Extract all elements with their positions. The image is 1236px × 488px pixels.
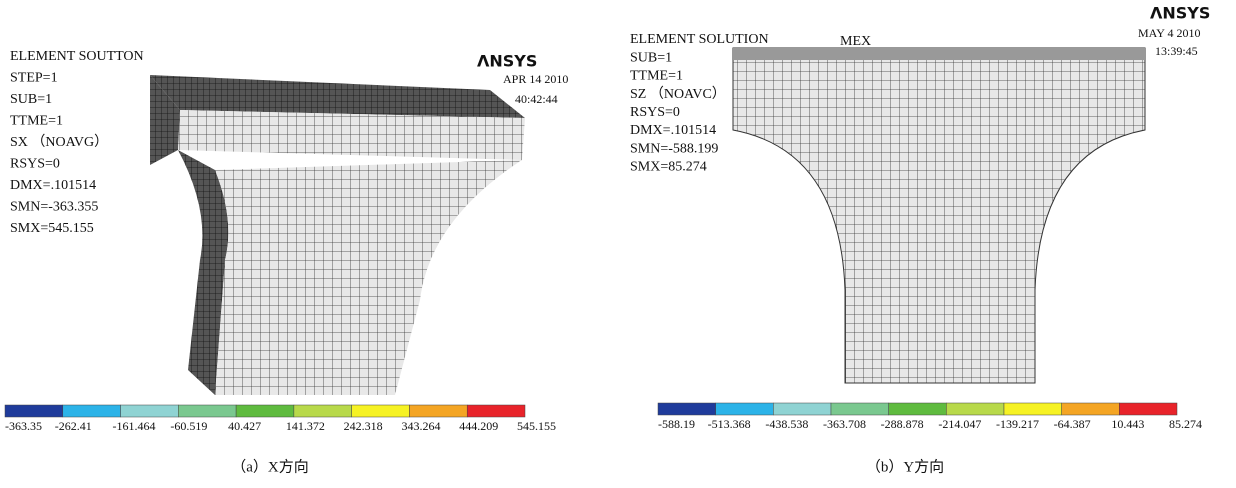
info-line: TTME=1 xyxy=(10,114,63,129)
legend-label: 40.427 xyxy=(228,419,261,433)
legend-label: 545.155 xyxy=(517,419,556,433)
legend-label: -438.538 xyxy=(765,417,808,431)
legend-swatch xyxy=(5,405,63,417)
legend-label: -363.35 xyxy=(5,419,42,433)
legend-swatch xyxy=(121,405,179,417)
info-line: SMX=545.155 xyxy=(10,221,94,236)
legend-label: 242.318 xyxy=(344,419,383,433)
legend-swatch xyxy=(1004,403,1062,415)
legend-label: 10.443 xyxy=(1111,417,1144,431)
page: {"panels":[ {"info":["ELEMENT SOUTTON","… xyxy=(0,0,1236,488)
time: 40:42:44 xyxy=(515,92,558,106)
date: APR 14 2010 xyxy=(503,72,568,86)
time: 13:39:45 xyxy=(1155,44,1198,58)
legend-label: 343.264 xyxy=(401,419,440,433)
info-line: SMX=85.274 xyxy=(630,160,707,175)
legend-label: -161.464 xyxy=(113,419,156,433)
info-line: DMX=.101514 xyxy=(10,178,96,193)
legend-swatch xyxy=(63,405,121,417)
legend-swatch xyxy=(889,403,947,415)
legend-label: -288.878 xyxy=(881,417,924,431)
info-line: SX （NOAVG） xyxy=(10,134,108,150)
info-line: RSYS=0 xyxy=(630,105,680,120)
model-a xyxy=(150,75,525,395)
legend-label: -588.19 xyxy=(658,417,695,431)
legend-swatch xyxy=(178,405,236,417)
legend-label: -513.368 xyxy=(708,417,751,431)
legend-swatch xyxy=(1119,403,1177,415)
info-line: SMN=-588.199 xyxy=(630,141,718,156)
caption: （b）Y方向 xyxy=(866,458,944,475)
legend-swatch xyxy=(236,405,294,417)
legend-swatch xyxy=(1062,403,1120,415)
legend-label: 85.274 xyxy=(1169,417,1202,431)
info-line: DMX=.101514 xyxy=(630,123,716,138)
legend-label: -64.387 xyxy=(1054,417,1091,431)
info-line: SUB=1 xyxy=(630,50,672,65)
info-line: TTME=1 xyxy=(630,69,683,84)
info-line: STEP=1 xyxy=(10,71,58,86)
model-b xyxy=(733,48,1145,383)
ansys-logo: ΛNSYS xyxy=(1150,4,1210,23)
info-line: SMN=-363.355 xyxy=(10,200,98,215)
info-line: SZ （NOAVC） xyxy=(630,86,726,102)
legend-label: 141.372 xyxy=(286,419,325,433)
info-line: RSYS=0 xyxy=(10,157,60,172)
legend-swatch xyxy=(716,403,774,415)
legend-swatch xyxy=(467,405,525,417)
legend-swatch xyxy=(658,403,716,415)
plot-title: MEX xyxy=(840,34,871,49)
legend-label: -214.047 xyxy=(938,417,981,431)
info-line: ELEMENT SOUTTON xyxy=(10,49,144,64)
legend-label: 444.209 xyxy=(459,419,498,433)
caption: （a）X方向 xyxy=(231,458,309,475)
ansys-logo: ΛNSYS xyxy=(477,52,537,71)
legend-label: -262.41 xyxy=(55,419,92,433)
legend-swatch xyxy=(409,405,467,417)
legend-swatch xyxy=(831,403,889,415)
legend-label: -139.217 xyxy=(996,417,1039,431)
info-line: ELEMENT SOLUTION xyxy=(630,32,769,47)
legend-swatch xyxy=(773,403,831,415)
legend-label: -363.708 xyxy=(823,417,866,431)
figure: ELEMENT SOUTTON STEP=1 SUB=1 TTME=1 SX （NOAV… xyxy=(0,0,1236,488)
legend-swatch xyxy=(294,405,352,417)
legend-label: -60.519 xyxy=(170,419,207,433)
legend-swatch xyxy=(946,403,1004,415)
info-line: SUB=1 xyxy=(10,92,52,107)
date: MAY 4 2010 xyxy=(1138,26,1200,40)
legend-swatch xyxy=(352,405,410,417)
